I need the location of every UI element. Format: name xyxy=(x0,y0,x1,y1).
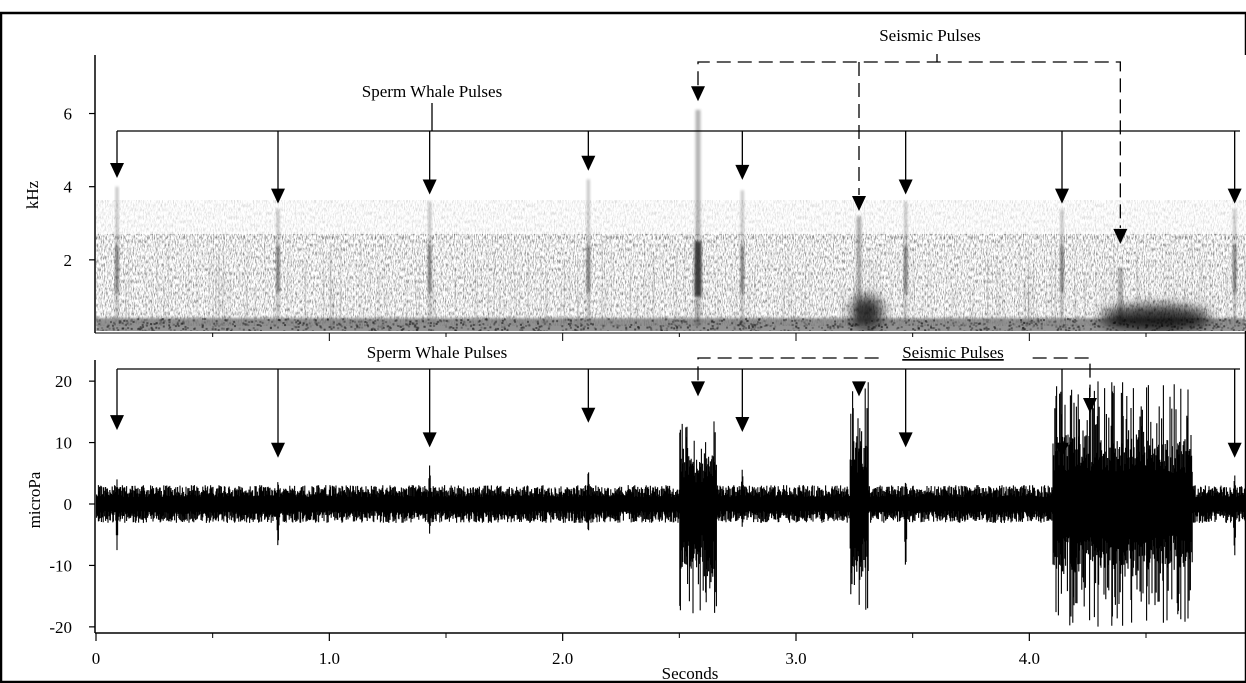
spectrogram-noise xyxy=(96,234,1246,326)
whale-pulse-arrowhead xyxy=(1055,188,1069,204)
seismic-pulses-label-bottom: Seismic Pulses xyxy=(902,343,1004,362)
seismic-energy-blob xyxy=(1100,305,1211,331)
whale-pulse-arrowhead xyxy=(898,179,913,195)
waveform-line xyxy=(96,381,1246,627)
x-tick-label: 4.0 xyxy=(1019,649,1040,668)
figure-frame xyxy=(0,11,1246,683)
spectrogram-image xyxy=(96,55,1246,331)
seismic-pulse-streak xyxy=(856,215,862,326)
spectrogram-y-tick-label: 4 xyxy=(64,178,73,197)
seismic-pulse-arrowhead xyxy=(852,195,866,211)
waveform-y-tick-label: 0 xyxy=(64,495,73,514)
spectrogram-noise-upper xyxy=(96,200,1246,240)
waveform-y-tick-label: -20 xyxy=(49,618,72,637)
x-tick-label: 0 xyxy=(92,649,101,668)
whale-pulse-arrowhead xyxy=(422,179,437,195)
x-axis-label: Seconds xyxy=(662,664,719,683)
waveform-whale-arrowhead xyxy=(735,416,750,432)
whale-pulse-arrowhead xyxy=(1227,188,1242,204)
waveform-seismic-arrowhead xyxy=(852,381,866,397)
seismic-pulse-streak xyxy=(695,109,701,326)
waveform-whale-arrowhead xyxy=(1227,442,1242,458)
seismic-pulse-streak xyxy=(1117,267,1123,326)
x-tick-label: 2.0 xyxy=(552,649,573,668)
waveform-panel: -20 -10 0 10 20 0 1.0 2.0 3.0 4.0 microPa Second… xyxy=(25,343,1246,683)
seismic-pulse-arrowhead xyxy=(1113,228,1128,244)
whale-pulses-label-bottom: Sperm Whale Pulses xyxy=(367,343,507,362)
whale-pulse-arrowhead xyxy=(110,163,124,179)
x-tick-label: 3.0 xyxy=(785,649,806,668)
waveform-seismic-arrowhead xyxy=(691,381,705,397)
waveform-whale-arrowhead xyxy=(422,432,437,448)
waveform-y-tick-label: -10 xyxy=(49,556,72,575)
seismic-pulses-label-top: Seismic Pulses xyxy=(879,26,981,45)
seismic-pulse-bracket xyxy=(697,61,1121,228)
whale-pulse-arrowhead xyxy=(581,155,596,171)
waveform-y-tick-label: 10 xyxy=(55,434,72,453)
whale-pulse-arrowhead xyxy=(271,188,285,204)
spectrogram-y-tick-label: 6 xyxy=(64,105,73,124)
waveform-whale-arrowhead xyxy=(1055,442,1069,458)
x-tick-label: 1.0 xyxy=(319,649,340,668)
waveform-y-axis-label: microPa xyxy=(25,471,44,528)
waveform-whale-arrowhead xyxy=(898,432,913,448)
whale-pulses-label-top: Sperm Whale Pulses xyxy=(362,82,502,101)
seismic-energy-blob xyxy=(851,296,883,328)
seismic-pulse-arrowhead xyxy=(691,86,705,102)
spectrogram-panel: 2 4 6 kHz Sperm Whale Pulses Seismic Pulses xyxy=(23,26,1246,341)
spectrogram-y-tick-label: 2 xyxy=(64,251,73,270)
whale-pulse-arrowhead xyxy=(735,164,750,180)
waveform-whale-arrowhead xyxy=(110,415,124,431)
spectrogram-y-axis-label: kHz xyxy=(23,180,42,209)
waveform-whale-arrowhead xyxy=(271,442,285,458)
waveform-trace xyxy=(96,381,1246,627)
waveform-whale-arrowhead xyxy=(581,407,596,423)
waveform-seismic-arrowhead xyxy=(1083,397,1097,413)
waveform-y-tick-label: 20 xyxy=(55,372,72,391)
